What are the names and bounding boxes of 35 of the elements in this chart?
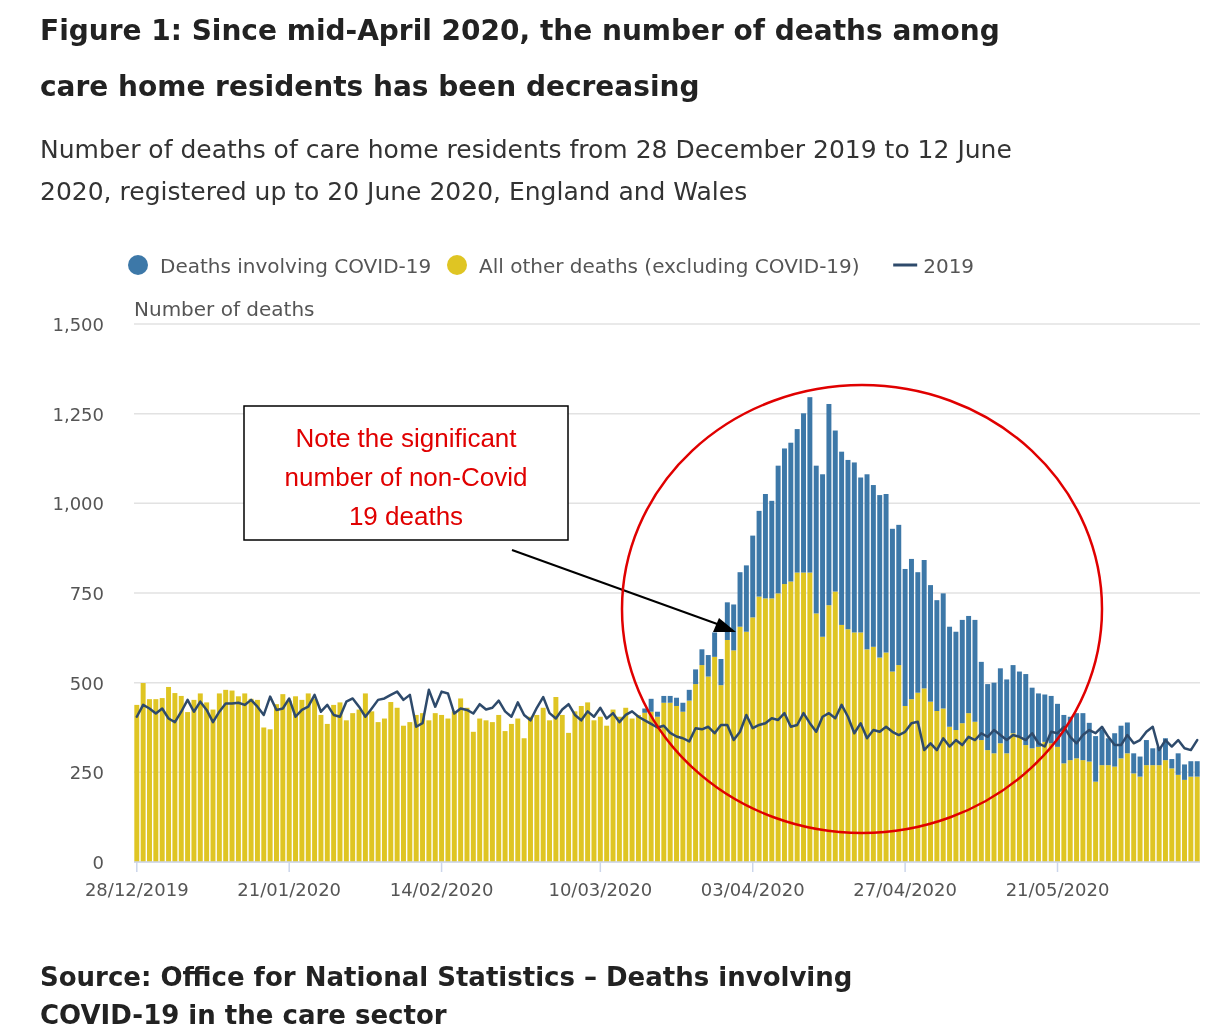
chart-title: Figure 1: Since mid-April 2020, the number of deaths among care home residents has been decreasing xyxy=(40,14,1000,103)
bar xyxy=(699,649,705,666)
annotation: Note the significant number of non-Covid 19 deaths xyxy=(284,423,528,531)
bar xyxy=(661,695,667,703)
bar xyxy=(642,708,648,713)
bar xyxy=(134,704,140,862)
bar xyxy=(686,689,692,701)
legend-label: 2019 xyxy=(923,254,975,278)
x-tick-label: 14/02/2020 xyxy=(389,879,494,900)
y-tick-label: 1,000 xyxy=(52,493,104,515)
x-tick-label: 03/04/2020 xyxy=(700,879,805,900)
y-tick-label: 0 xyxy=(92,852,104,873)
source-note: Source: Office for National Statistics – Deaths involving COVID-19 in the care sector xyxy=(40,962,853,1030)
y-axis-title: Number of deaths xyxy=(134,297,315,321)
bar xyxy=(693,669,699,685)
line-series xyxy=(135,688,1199,752)
y-tick-label: 1,250 xyxy=(52,403,104,425)
y-tick-label: 250 xyxy=(69,762,104,784)
x-tick-label: 28/12/2019 xyxy=(84,879,189,900)
x-tick-label: 21/01/2020 xyxy=(237,879,342,900)
bar xyxy=(1194,761,1200,777)
y-tick-label: 750 xyxy=(69,583,104,604)
bar xyxy=(1194,776,1200,862)
bar xyxy=(1131,753,1137,774)
chart-subtitle: Number of deaths of care home residents from 28 December 2019 to 12 June 2020, registered up to 20 June 2020, England and Wales xyxy=(40,135,1012,206)
x-tick-label: 21/05/2020 xyxy=(1005,879,1110,900)
bar xyxy=(648,698,654,712)
y-tick-label: 1,500 xyxy=(52,314,104,335)
bar xyxy=(718,659,724,686)
bar xyxy=(655,711,660,717)
legend-label: Deaths involving COVID-19 xyxy=(160,254,432,278)
x-tick-label: 27/04/2020 xyxy=(853,879,957,900)
legend-label: All other deaths (excluding COVID-19) xyxy=(479,254,860,278)
y-tick-label: 500 xyxy=(69,672,104,694)
x-tick-label: 10/03/2020 xyxy=(548,879,653,900)
